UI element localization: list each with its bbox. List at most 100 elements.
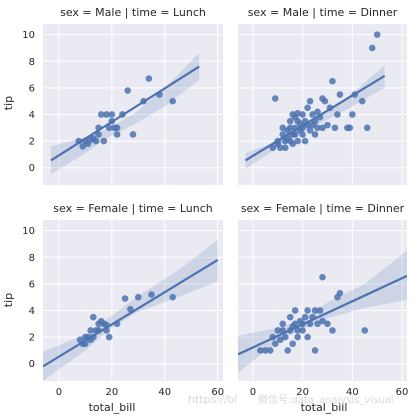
data-point: [316, 307, 324, 314]
y-tick-label: 4: [29, 306, 35, 317]
data-point: [294, 137, 301, 145]
data-point: [271, 340, 279, 348]
data-point: [311, 347, 319, 354]
data-point: [373, 31, 381, 38]
facet-title: sex = Male | time = Lunch: [60, 6, 206, 19]
data-point: [324, 320, 331, 328]
x-tick-label: 0: [56, 387, 62, 398]
data-point: [148, 291, 155, 298]
x-tick-label: 60: [211, 387, 224, 398]
plot-area: [43, 239, 219, 381]
regression-line: [244, 74, 386, 162]
data-point: [269, 144, 277, 152]
data-point: [334, 111, 341, 118]
regression-line: [50, 65, 200, 162]
data-point: [121, 295, 129, 302]
data-point: [113, 124, 121, 132]
y-axis-label-bottom: tip: [2, 293, 15, 307]
data-point: [301, 313, 309, 321]
y-tick-label: 0: [29, 359, 35, 370]
data-point: [291, 320, 299, 328]
facet-panel: sex = Male | time = Lunch 0 2 4 6 8 10: [22, 6, 223, 185]
data-point: [262, 347, 269, 354]
data-point: [105, 333, 113, 341]
data-point: [281, 144, 289, 152]
facet-panel: sex = Male | time = Dinner: [238, 6, 407, 185]
data-point: [311, 131, 319, 138]
data-point: [257, 347, 264, 354]
y-tick-label: 6: [29, 83, 35, 94]
data-point: [169, 97, 177, 105]
panel-background: [238, 24, 407, 185]
facet-title: sex = Male | time = Dinner: [248, 6, 398, 19]
data-point: [271, 95, 279, 102]
data-point: [286, 117, 294, 125]
plot-area: [244, 31, 386, 170]
data-point: [306, 127, 314, 134]
data-point: [358, 97, 366, 105]
data-point: [309, 111, 316, 118]
x-tick-label: 0: [250, 387, 256, 398]
data-point: [301, 137, 309, 145]
data-point: [304, 307, 311, 314]
data-point: [169, 293, 177, 301]
data-point: [291, 131, 299, 138]
y-tick-label: 2: [29, 333, 35, 344]
data-point: [314, 320, 321, 328]
data-point: [321, 97, 329, 105]
plot-area: [50, 53, 200, 175]
y-tick-label: 0: [29, 163, 35, 174]
data-point: [304, 104, 311, 112]
data-point: [304, 333, 311, 341]
data-point: [108, 111, 116, 118]
panel-background: [238, 220, 407, 381]
data-point: [279, 320, 287, 328]
y-tick-label: 2: [29, 137, 35, 148]
data-point: [134, 293, 142, 301]
data-point: [87, 327, 94, 334]
data-point: [279, 124, 287, 132]
y-tick-label: 10: [22, 226, 35, 237]
data-point: [124, 87, 132, 94]
data-point: [105, 124, 113, 132]
x-axis-label-left: total_bill: [89, 401, 136, 414]
data-point: [286, 124, 294, 132]
data-point: [361, 327, 369, 334]
data-point: [319, 124, 326, 132]
data-point: [314, 108, 321, 116]
x-axis-label-right: total_bill: [301, 401, 348, 414]
data-point: [145, 75, 153, 82]
data-point: [294, 333, 301, 341]
data-point: [299, 131, 306, 138]
x-tick-label: 20: [296, 387, 309, 398]
x-tick-label: 40: [346, 387, 359, 398]
y-tick-label: 4: [29, 110, 35, 121]
regression-line: [238, 274, 407, 356]
data-point: [129, 131, 137, 138]
x-tick-label: 40: [158, 387, 171, 398]
panel-background: [43, 24, 223, 185]
data-point: [324, 121, 331, 129]
data-point: [336, 91, 344, 98]
data-point: [103, 111, 110, 118]
data-point: [79, 143, 87, 150]
facet-title: sex = Female | time = Lunch: [53, 202, 212, 215]
data-point: [329, 77, 336, 85]
watermark-url: https://bl: [188, 393, 237, 406]
data-point: [311, 307, 319, 314]
data-point: [276, 336, 284, 344]
data-point: [276, 144, 284, 152]
data-point: [306, 97, 314, 105]
data-point: [291, 307, 299, 314]
regression-line: [43, 258, 219, 368]
data-point: [92, 137, 100, 145]
data-point: [368, 44, 376, 52]
data-point: [274, 327, 282, 334]
data-point: [281, 333, 289, 341]
data-point: [299, 327, 306, 334]
data-point: [329, 327, 336, 334]
data-point: [319, 317, 326, 325]
data-point: [346, 124, 354, 132]
